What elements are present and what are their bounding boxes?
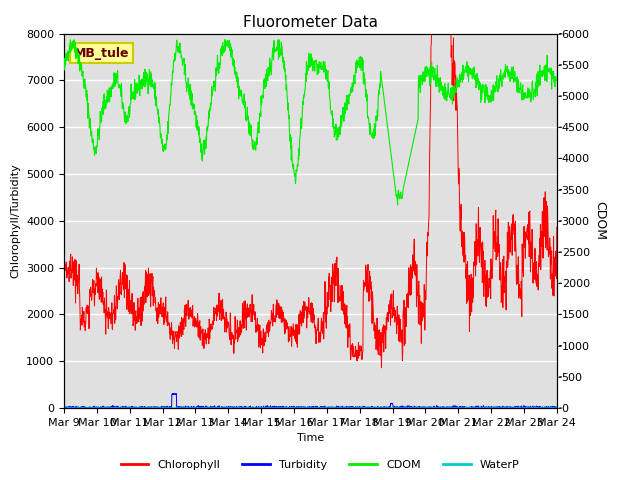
Y-axis label: CDOM: CDOM <box>593 201 607 240</box>
X-axis label: Time: Time <box>297 433 324 443</box>
Text: MB_tule: MB_tule <box>74 47 129 60</box>
Y-axis label: Chlorophyll/Turbidity: Chlorophyll/Turbidity <box>11 163 20 278</box>
Title: Fluorometer Data: Fluorometer Data <box>243 15 378 30</box>
Legend: Chlorophyll, Turbidity, CDOM, WaterP: Chlorophyll, Turbidity, CDOM, WaterP <box>116 456 524 474</box>
